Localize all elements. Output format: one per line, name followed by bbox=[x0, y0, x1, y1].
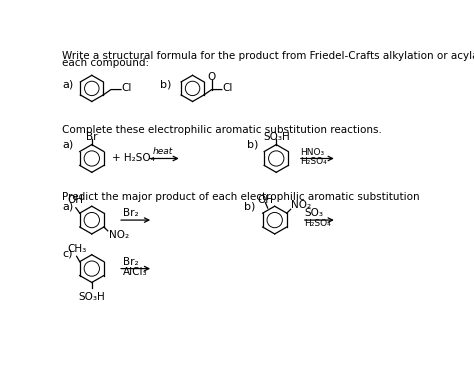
Text: AlCl₃: AlCl₃ bbox=[123, 267, 147, 277]
Text: Complete these electrophilic aromatic substitution reactions.: Complete these electrophilic aromatic su… bbox=[63, 125, 382, 135]
Text: Write a structural formula for the product from Friedel-Crafts alkylation or acy: Write a structural formula for the produ… bbox=[63, 51, 474, 61]
Text: each compound:: each compound: bbox=[63, 58, 149, 68]
Text: OH: OH bbox=[257, 195, 273, 205]
Text: Br₂: Br₂ bbox=[123, 208, 138, 218]
Text: NO₂: NO₂ bbox=[109, 230, 128, 240]
Text: b): b) bbox=[160, 79, 172, 89]
Text: CH₃: CH₃ bbox=[67, 244, 86, 253]
Text: Br: Br bbox=[86, 132, 98, 142]
Text: OH: OH bbox=[68, 195, 84, 205]
Text: b): b) bbox=[247, 139, 258, 150]
Text: O: O bbox=[208, 72, 216, 82]
Text: Br₂: Br₂ bbox=[123, 257, 138, 267]
Text: H₂SO₄: H₂SO₄ bbox=[300, 157, 327, 166]
Text: heat: heat bbox=[152, 147, 173, 156]
Text: HNO₃: HNO₃ bbox=[300, 148, 324, 157]
Text: a): a) bbox=[63, 139, 73, 150]
Text: Predict the major product of each electrophilic aromatic substitution: Predict the major product of each electr… bbox=[63, 192, 420, 202]
Text: NO₂: NO₂ bbox=[292, 200, 311, 210]
Text: H₂SO₄: H₂SO₄ bbox=[304, 219, 331, 228]
Text: + H₂SO₄: + H₂SO₄ bbox=[112, 154, 155, 164]
Text: SO₃: SO₃ bbox=[304, 208, 323, 218]
Text: SO₃H: SO₃H bbox=[263, 132, 290, 142]
Text: a): a) bbox=[63, 79, 73, 89]
Text: b): b) bbox=[244, 201, 255, 211]
Text: c): c) bbox=[63, 249, 73, 259]
Text: a): a) bbox=[63, 201, 73, 211]
Text: SO₃H: SO₃H bbox=[78, 292, 105, 302]
Text: Cl: Cl bbox=[223, 83, 233, 93]
Text: Cl: Cl bbox=[122, 83, 132, 93]
